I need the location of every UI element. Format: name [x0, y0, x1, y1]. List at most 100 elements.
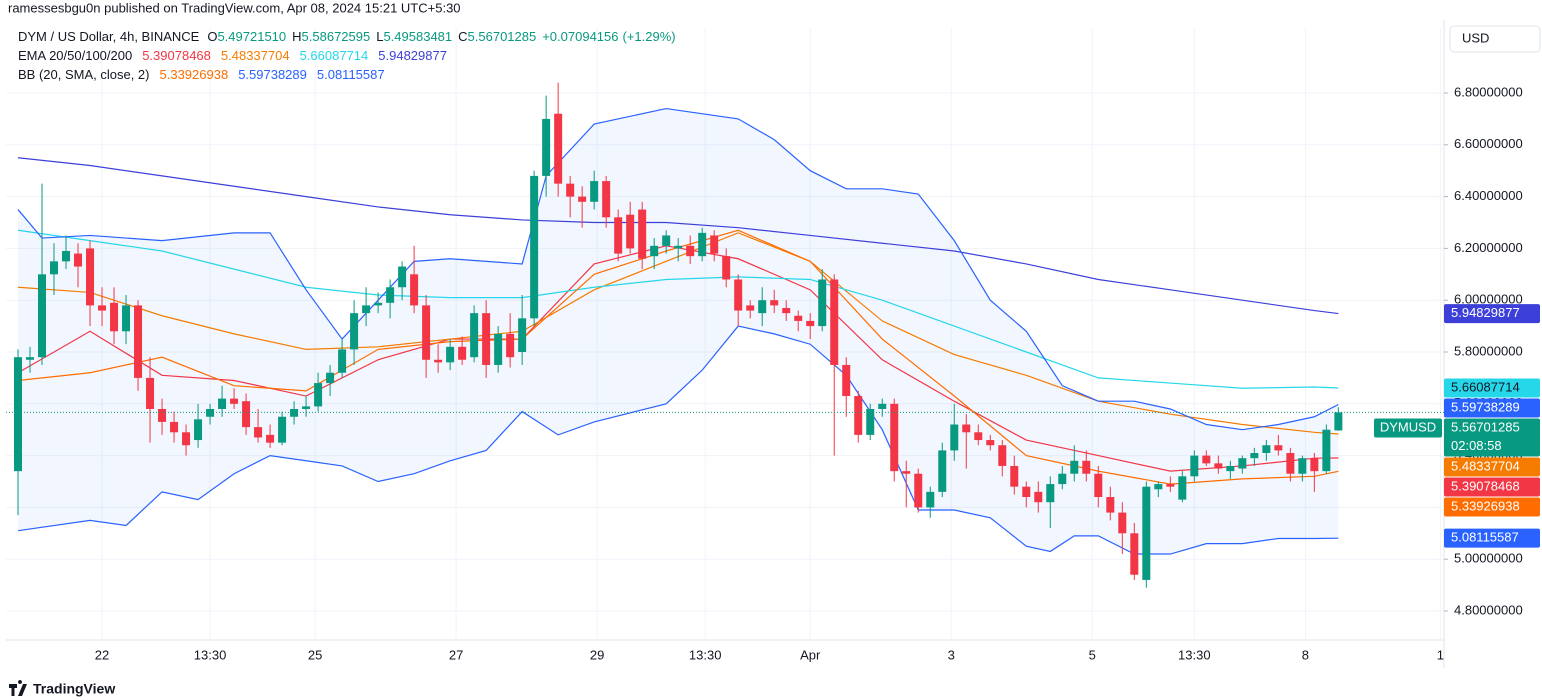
ohlc-value: 5.49583481 — [383, 29, 452, 44]
candle-body — [554, 113, 563, 184]
legend-indicator: EMA 20/50/100/200 5.39078468 5.48337704 5.6… — [18, 48, 447, 63]
currency-label[interactable]: USD — [1462, 30, 1489, 45]
price-badge — [1444, 477, 1540, 497]
candle-body — [542, 118, 551, 176]
y-tick-label: 5.00000000 — [1454, 551, 1523, 566]
candle-body — [314, 383, 323, 407]
x-tick-label: 27 — [449, 647, 463, 662]
candle-body — [50, 261, 59, 275]
candle-body — [494, 333, 503, 365]
candle-body — [86, 248, 95, 306]
indicator-name: BB (20, SMA, close, 2) — [18, 67, 150, 82]
ohlc-value: 5.56701285 — [468, 29, 537, 44]
candle-body — [470, 313, 479, 358]
y-tick-label: 5.80000000 — [1454, 343, 1523, 358]
candle-body — [206, 408, 215, 417]
candle-body — [1166, 484, 1175, 487]
indicator-name: EMA 20/50/100/200 — [18, 48, 132, 63]
candle-body — [950, 424, 959, 451]
candle-body — [422, 305, 431, 360]
y-tick-label: 6.00000000 — [1454, 292, 1523, 307]
countdown: 02:08:58 — [1451, 438, 1502, 453]
candle-body — [770, 300, 779, 306]
candle-body — [218, 398, 227, 409]
indicator-value: 5.66087714 — [300, 48, 369, 63]
candle-body — [1058, 473, 1067, 485]
grid — [6, 28, 1444, 640]
candle-body — [1154, 484, 1163, 490]
candle-body — [1094, 473, 1103, 498]
symbol-badge — [1374, 418, 1442, 438]
candle-body — [1106, 497, 1115, 513]
candle-body — [266, 434, 275, 443]
candle-body — [974, 432, 983, 441]
ohlc-value: 5.49721510 — [217, 29, 286, 44]
price-badge-label: 5.48337704 — [1451, 458, 1520, 473]
candle-body — [986, 440, 995, 446]
candle-body — [842, 364, 851, 397]
x-tick-label: 22 — [95, 647, 109, 662]
candle-body — [1190, 455, 1199, 477]
x-tick-label: Apr — [800, 647, 821, 662]
candle-body — [134, 305, 143, 378]
candle-body — [890, 403, 899, 472]
candle-body — [1286, 453, 1295, 474]
candle-body — [1022, 486, 1031, 498]
candle-body — [446, 346, 455, 363]
candle-body — [1238, 458, 1247, 469]
y-tick-label: 6.80000000 — [1454, 84, 1523, 99]
candle-body — [1310, 458, 1319, 472]
candle-body — [1226, 465, 1235, 472]
price-badge-label: 5.56701285 — [1451, 419, 1520, 434]
candle-body — [290, 408, 299, 417]
candle-body — [1034, 491, 1043, 503]
change: +0.07094156 — [542, 29, 618, 44]
candle-body — [878, 403, 887, 409]
candle-body — [38, 274, 47, 358]
candle-body — [962, 424, 971, 433]
symbol-badge-label: DYMUSD — [1380, 419, 1436, 434]
candle-body — [386, 287, 395, 303]
candle-body — [1118, 512, 1127, 534]
candle-body — [1202, 455, 1211, 464]
ohlc-key: O — [207, 29, 217, 44]
candle-body — [1250, 453, 1259, 459]
candle-body — [194, 419, 203, 441]
indicator-value: 5.39078468 — [142, 48, 211, 63]
price-badge — [1444, 497, 1540, 517]
price-badge — [1444, 418, 1540, 457]
candle-body — [1142, 486, 1151, 580]
candle-body — [722, 256, 731, 280]
symbol-title: DYM / US Dollar, 4h, BINANCE — [18, 29, 200, 44]
footer-logo — [9, 680, 27, 696]
candle-body — [170, 421, 179, 433]
candle-body — [326, 372, 335, 384]
change-percent: (+1.29%) — [623, 29, 676, 44]
candle-body — [938, 450, 947, 492]
legend-indicator: BB (20, SMA, close, 2) 5.33926938 5.597382… — [18, 67, 385, 82]
price-badge — [1444, 304, 1540, 324]
bollinger-band-fill — [18, 108, 1339, 555]
candle-body — [14, 357, 23, 472]
currency-button[interactable] — [1449, 25, 1541, 53]
ohlc-key: H — [292, 29, 301, 44]
candle-body — [410, 274, 419, 306]
price-badge-label: 5.33926938 — [1451, 498, 1520, 513]
price-badge — [1444, 457, 1540, 477]
candle-body — [362, 305, 371, 314]
candle-body — [74, 253, 83, 267]
candle-body — [338, 349, 347, 373]
candle-body — [698, 232, 707, 257]
candle-body — [122, 305, 131, 332]
candle-body — [650, 245, 659, 257]
ohlc-key: C — [458, 29, 467, 44]
candle-body — [686, 245, 695, 257]
x-tick-label: 25 — [308, 647, 322, 662]
x-tick-label: 13:30 — [689, 647, 722, 662]
y-tick-label: 6.20000000 — [1454, 240, 1523, 255]
y-tick-label: 6.60000000 — [1454, 136, 1523, 151]
candles — [6, 82, 1444, 588]
indicator-line — [17, 229, 1339, 389]
